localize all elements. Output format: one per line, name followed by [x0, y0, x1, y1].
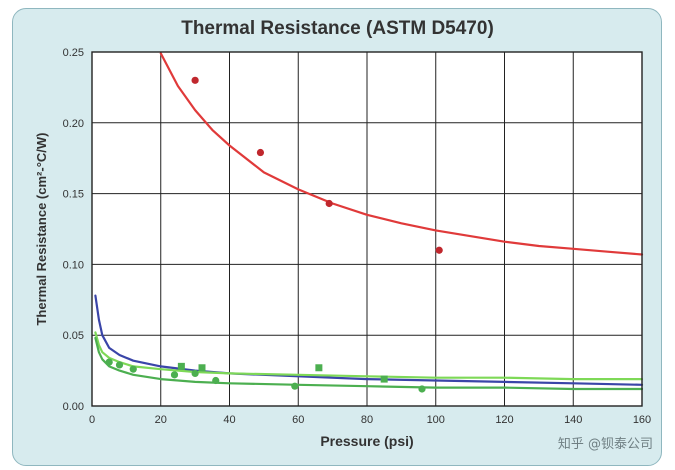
plot-frame	[91, 51, 643, 407]
data-point	[129, 365, 137, 373]
y-tick-label: 0.00	[63, 401, 84, 413]
data-point	[418, 385, 426, 393]
x-tick-label: 160	[633, 414, 651, 426]
tick-labels: 0 20 40 60 80 100 120 140 160 0.00 0.05 0.10 0.15 0.2…	[63, 47, 652, 426]
data-point	[212, 376, 220, 385]
data-point	[315, 364, 323, 372]
y-axis-label: Thermal Resistance (cm²-°C/W)	[34, 132, 49, 325]
x-tick-label: 100	[427, 414, 445, 426]
x-tick-label: 60	[292, 414, 304, 426]
x-tick-label: 140	[564, 414, 582, 426]
data-point	[291, 382, 299, 390]
y-tick-label: 0.20	[63, 118, 84, 130]
series-line-0	[159, 52, 644, 256]
x-tick-label: 40	[223, 414, 235, 426]
data-point	[325, 199, 333, 208]
data-point	[191, 369, 199, 378]
x-tick-label: 0	[89, 414, 95, 426]
data-point	[105, 358, 113, 366]
data-point	[198, 364, 206, 372]
y-tick-label: 0.10	[63, 259, 84, 271]
data-point	[380, 375, 388, 383]
x-tick-label: 80	[361, 414, 373, 426]
chart-title: Thermal Resistance (ASTM D5470)	[181, 18, 494, 39]
x-axis-label: Pressure (psi)	[320, 433, 413, 449]
y-tick-label: 0.25	[63, 47, 84, 59]
y-tick-label: 0.15	[63, 189, 84, 201]
x-tick-label: 20	[155, 414, 167, 426]
x-tick-label: 120	[495, 414, 513, 426]
data-point	[256, 148, 265, 157]
watermark: 知乎 @钡泰公司	[557, 437, 653, 452]
data-point	[435, 246, 443, 254]
y-tick-label: 0.05	[63, 330, 84, 342]
data-point	[177, 362, 185, 370]
series-line-4	[94, 336, 644, 391]
series-layer	[94, 52, 644, 393]
data-point	[115, 361, 124, 369]
data-point	[170, 371, 179, 379]
data-point	[191, 76, 199, 84]
